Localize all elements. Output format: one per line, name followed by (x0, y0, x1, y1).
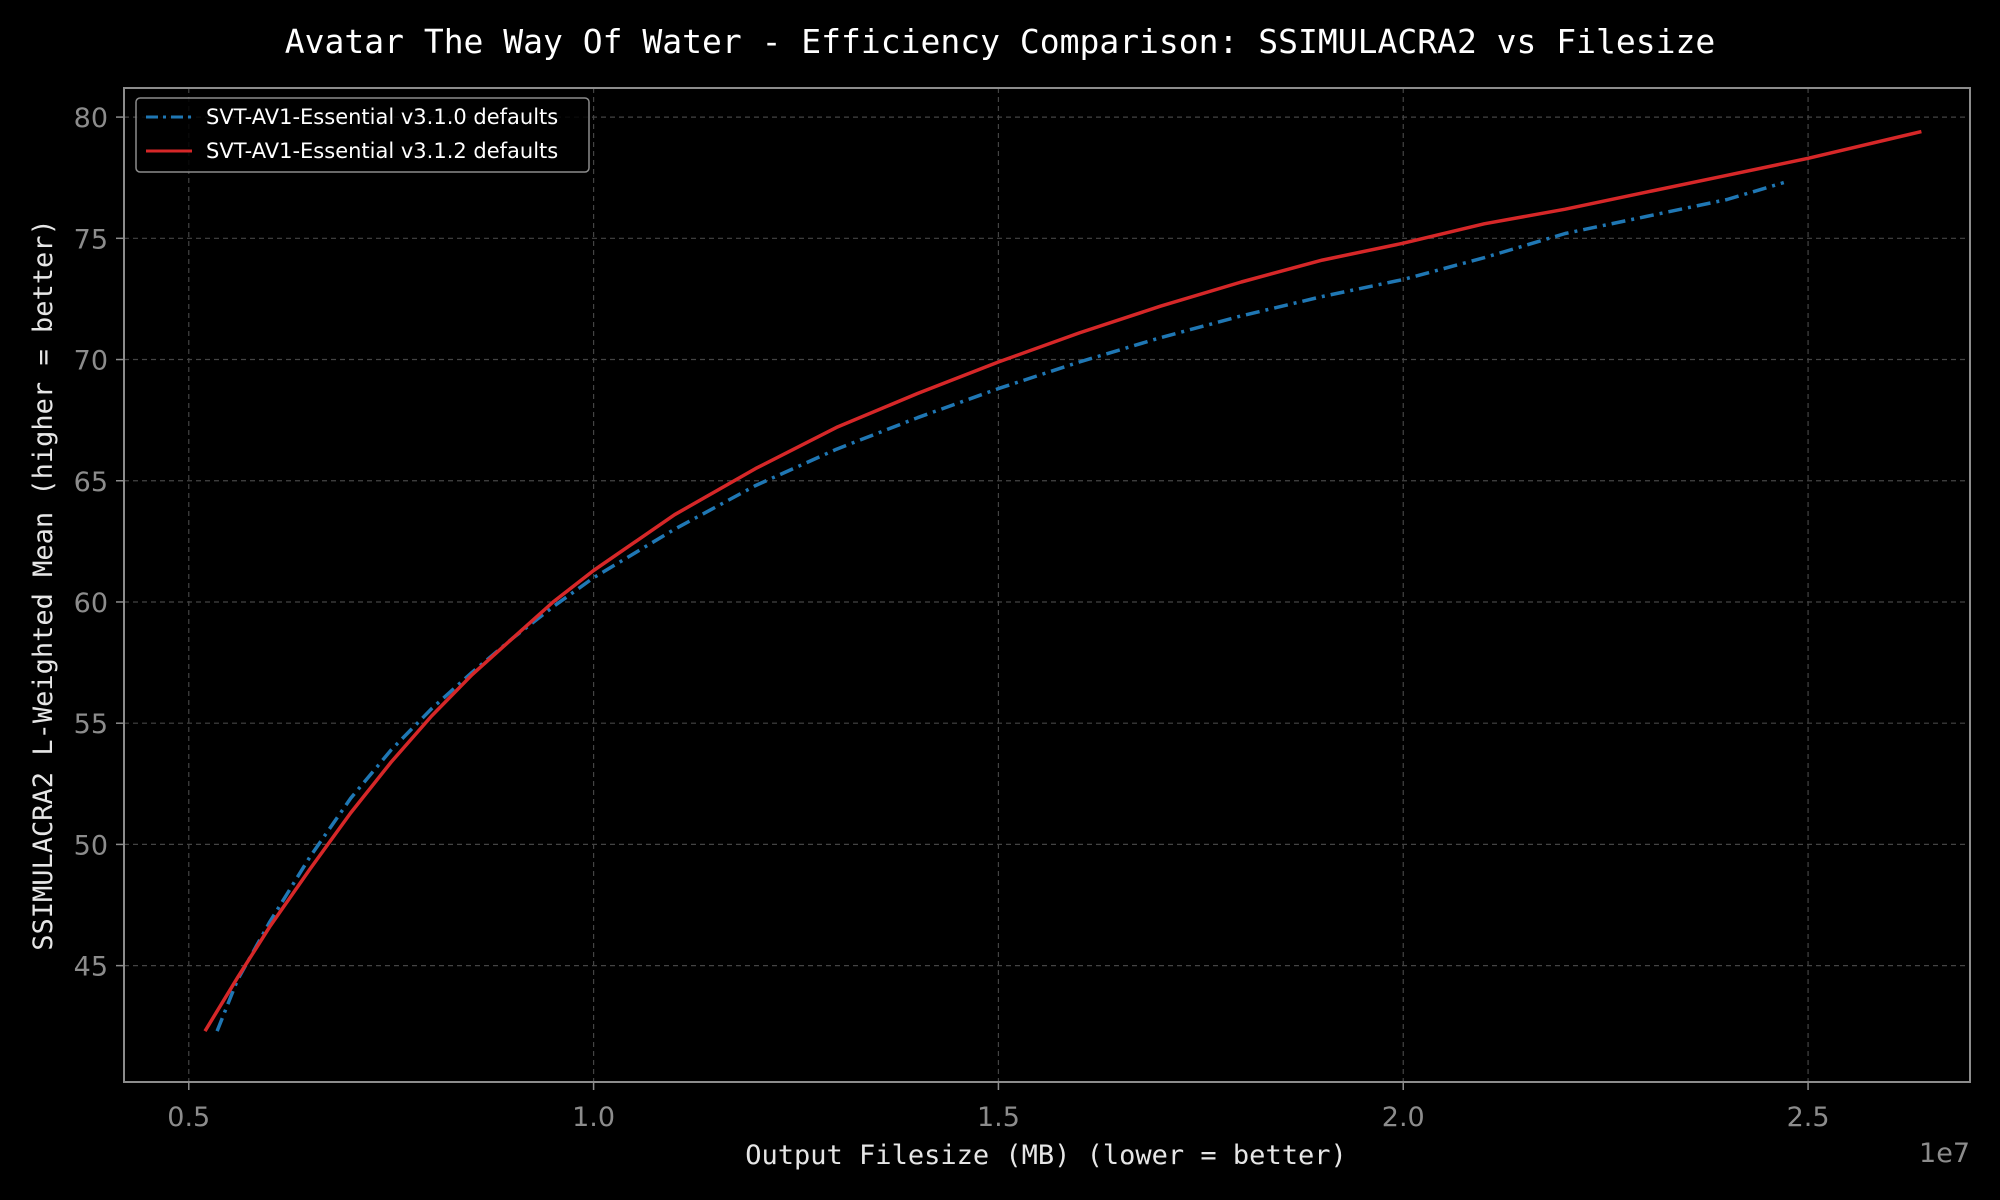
y-tick-label: 55 (74, 709, 108, 740)
x-tick-label: 1.5 (977, 1102, 1020, 1133)
x-tick-label: 2.5 (1787, 1102, 1830, 1133)
plot-frame (123, 87, 1971, 1083)
x-tick-label: 0.5 (167, 1102, 210, 1133)
chart-title: Avatar The Way Of Water - Efficiency Com… (285, 22, 1715, 61)
x-tick-label: 1.0 (572, 1102, 615, 1133)
y-axis-ticks: 45 50 55 60 65 70 75 80 (74, 103, 124, 983)
legend-box (135, 97, 590, 173)
y-tick-label: 80 (74, 103, 108, 134)
x-axis-ticks: 0.5 1.0 1.5 2.0 2.5 (167, 1082, 1830, 1133)
y-axis-label: SSIMULACRA2 L-Weighted Mean (higher = be… (28, 219, 59, 951)
legend: SVT-AV1-Essential v3.1.0 defaults SVT-AV… (135, 97, 590, 173)
y-tick-label: 70 (74, 346, 108, 377)
series-line-v312 (203, 129, 1922, 1033)
legend-label-v310: SVT-AV1-Essential v3.1.0 defaults (206, 105, 558, 129)
y-tick-label: 45 (74, 952, 108, 983)
y-tick-label: 75 (74, 224, 108, 255)
x-axis-label: Output Filesize (MB) (lower = better) (745, 1140, 1346, 1171)
x-axis-offset-label: 1e7 (1919, 1138, 1970, 1169)
y-tick-label: 50 (74, 830, 108, 861)
x-tick-label: 2.0 (1382, 1102, 1425, 1133)
legend-label-v312: SVT-AV1-Essential v3.1.2 defaults (206, 139, 558, 163)
data-series (203, 129, 1922, 1033)
y-tick-label: 60 (74, 588, 108, 619)
y-tick-label: 65 (74, 467, 108, 498)
